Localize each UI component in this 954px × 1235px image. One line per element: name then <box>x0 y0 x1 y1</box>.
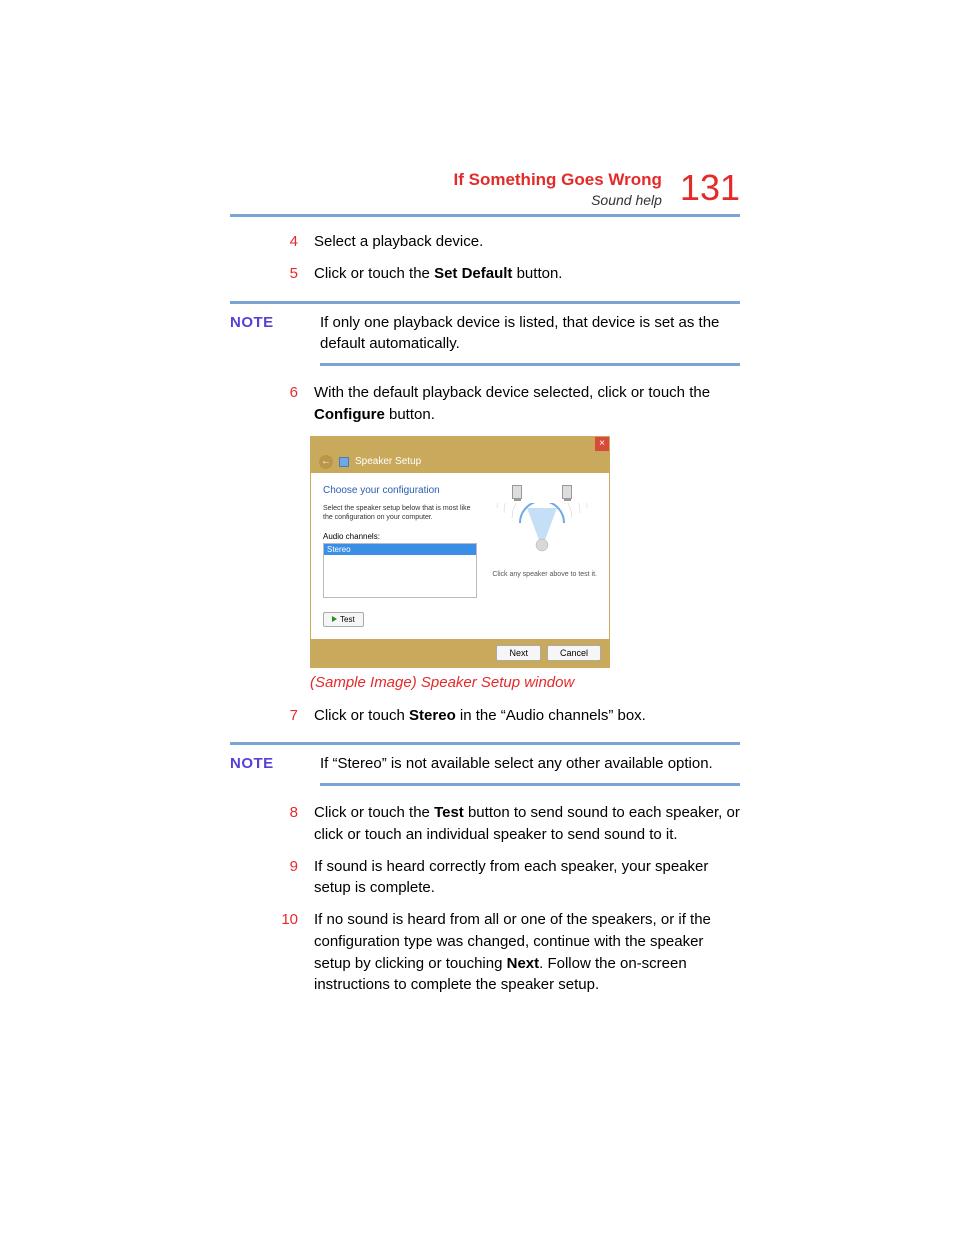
speaker-diagram-panel: Click any speaker above to test it. <box>487 485 597 627</box>
note-label: NOTE <box>230 753 300 775</box>
note-row: NOTE If “Stereo” is not available select… <box>230 753 740 775</box>
text-post: button. <box>512 265 562 282</box>
note-text: If only one playback device is listed, t… <box>320 312 740 356</box>
note-divider-bottom <box>320 783 740 786</box>
step-10: 10 If no sound is heard from all or one … <box>280 909 740 996</box>
step-number: 9 <box>280 856 298 900</box>
step-list-a: 4 Select a playback device. 5 Click or t… <box>280 231 740 285</box>
right-speaker-icon[interactable] <box>562 485 572 499</box>
bold-term: Configure <box>314 406 385 423</box>
speaker-setup-window: × ← Speaker Setup Choose your configurat… <box>310 436 610 668</box>
window-body: Choose your configuration Select the spe… <box>311 473 609 639</box>
next-button[interactable]: Next <box>496 645 541 661</box>
note-divider-top <box>230 742 740 745</box>
text-pre: Click or touch <box>314 707 409 724</box>
bold-term: Stereo <box>409 707 456 724</box>
note-text: If “Stereo” is not available select any … <box>320 753 740 775</box>
bold-term: Next <box>507 955 540 972</box>
window-titlebar: × <box>311 437 609 451</box>
page-header: If Something Goes Wrong Sound help 131 <box>230 170 740 208</box>
text-pre: Click or touch the <box>314 804 434 821</box>
step-5: 5 Click or touch the Set Default button. <box>280 263 740 285</box>
step-number: 7 <box>280 705 298 727</box>
window-title: Speaker Setup <box>355 456 421 467</box>
step-text: Click or touch the Test button to send s… <box>314 802 740 846</box>
config-description: Select the speaker setup below that is m… <box>323 504 477 522</box>
config-heading: Choose your configuration <box>323 485 477 496</box>
bold-term: Set Default <box>434 265 512 282</box>
config-left-panel: Choose your configuration Select the spe… <box>323 485 477 627</box>
text-post: in the “Audio channels” box. <box>456 707 646 724</box>
speaker-icons-row <box>512 485 572 499</box>
window-nav: ← Speaker Setup <box>311 451 609 473</box>
note-divider-top <box>230 301 740 304</box>
bold-term: Test <box>434 804 464 821</box>
page-number: 131 <box>680 170 740 206</box>
test-button-label: Test <box>340 615 355 624</box>
text-pre: Click or touch the <box>314 265 434 282</box>
chapter-title: If Something Goes Wrong <box>454 170 662 190</box>
step-7-wrap: 7 Click or touch Stereo in the “Audio ch… <box>280 705 740 727</box>
step-text: If sound is heard correctly from each sp… <box>314 856 740 900</box>
step-text: With the default playback device selecte… <box>314 382 740 426</box>
play-icon <box>332 616 337 622</box>
step-text: Click or touch Stereo in the “Audio chan… <box>314 705 740 727</box>
step-text: If no sound is heard from all or one of … <box>314 909 740 996</box>
section-subtitle: Sound help <box>454 192 662 208</box>
step-4: 4 Select a playback device. <box>280 231 740 253</box>
note-divider-bottom <box>320 363 740 366</box>
window-footer: Next Cancel <box>311 639 609 667</box>
speaker-hint: Click any speaker above to test it. <box>487 571 597 578</box>
note-1: NOTE If only one playback device is list… <box>230 301 740 367</box>
note-row: NOTE If only one playback device is list… <box>230 312 740 356</box>
test-button[interactable]: Test <box>323 612 364 627</box>
step-number: 10 <box>280 909 298 996</box>
app-icon <box>339 457 349 467</box>
header-divider <box>230 214 740 217</box>
document-page: If Something Goes Wrong Sound help 131 4… <box>230 170 740 1006</box>
note-2: NOTE If “Stereo” is not available select… <box>230 742 740 786</box>
figure-caption: (Sample Image) Speaker Setup window <box>310 674 740 691</box>
note-label: NOTE <box>230 312 300 356</box>
step-number: 8 <box>280 802 298 846</box>
back-icon[interactable]: ← <box>319 455 333 469</box>
close-icon[interactable]: × <box>595 437 609 451</box>
left-speaker-icon[interactable] <box>512 485 522 499</box>
text-pre: With the default playback device selecte… <box>314 384 710 401</box>
header-text-block: If Something Goes Wrong Sound help <box>454 170 662 208</box>
sound-arc-diagram <box>492 503 592 553</box>
step-6-wrap: 6 With the default playback device selec… <box>280 382 740 426</box>
step-number: 5 <box>280 263 298 285</box>
step-8: 8 Click or touch the Test button to send… <box>280 802 740 846</box>
audio-channels-listbox[interactable]: Stereo <box>323 543 477 598</box>
step-number: 6 <box>280 382 298 426</box>
step-text: Click or touch the Set Default button. <box>314 263 740 285</box>
audio-channel-option[interactable]: Stereo <box>324 544 476 555</box>
step-number: 4 <box>280 231 298 253</box>
audio-channels-label: Audio channels: <box>323 532 477 541</box>
step-text: Select a playback device. <box>314 231 740 253</box>
cancel-button[interactable]: Cancel <box>547 645 601 661</box>
step-7: 7 Click or touch Stereo in the “Audio ch… <box>280 705 740 727</box>
step-list-b: 8 Click or touch the Test button to send… <box>280 802 740 996</box>
step-6: 6 With the default playback device selec… <box>280 382 740 426</box>
text-post: button. <box>385 406 435 423</box>
step-9: 9 If sound is heard correctly from each … <box>280 856 740 900</box>
